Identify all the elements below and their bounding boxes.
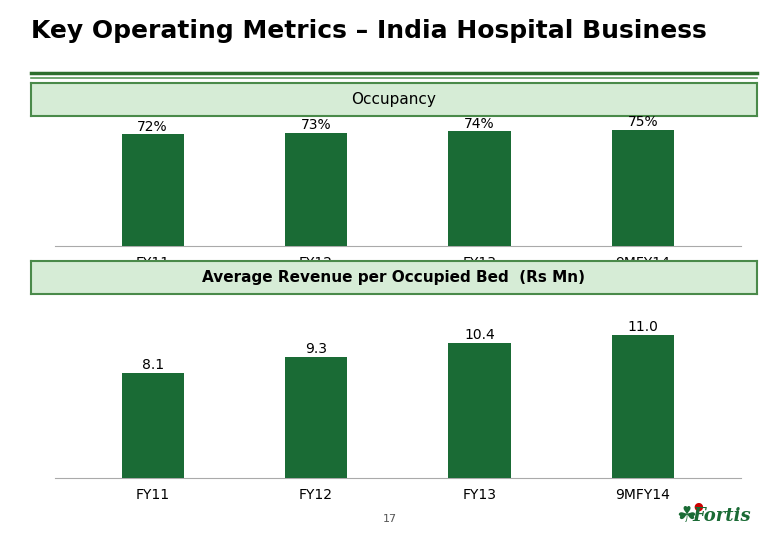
Text: 73%: 73% (301, 118, 331, 132)
Bar (122, 373, 184, 478)
Text: 10.4: 10.4 (464, 328, 495, 342)
Text: ●: ● (693, 502, 703, 512)
Text: 75%: 75% (628, 115, 658, 129)
Bar (448, 131, 511, 246)
Text: 74%: 74% (464, 117, 495, 131)
Text: ☘: ☘ (676, 507, 697, 526)
Bar (612, 335, 674, 478)
Text: 11.0: 11.0 (627, 320, 658, 334)
Text: 9.3: 9.3 (305, 342, 327, 356)
Text: 72%: 72% (137, 120, 168, 134)
Text: Key Operating Metrics – India Hospital Business: Key Operating Metrics – India Hospital B… (31, 19, 707, 43)
Bar (612, 130, 674, 246)
Text: 8.1: 8.1 (142, 357, 164, 372)
Text: Occupancy: Occupancy (352, 92, 436, 107)
Text: Average Revenue per Occupied Bed  (Rs Mn): Average Revenue per Occupied Bed (Rs Mn) (202, 270, 586, 285)
Bar (448, 343, 511, 478)
Text: Fortis: Fortis (692, 507, 751, 525)
Bar (285, 357, 347, 478)
Bar (122, 134, 184, 246)
Text: 17: 17 (383, 514, 397, 524)
Bar (285, 133, 347, 246)
